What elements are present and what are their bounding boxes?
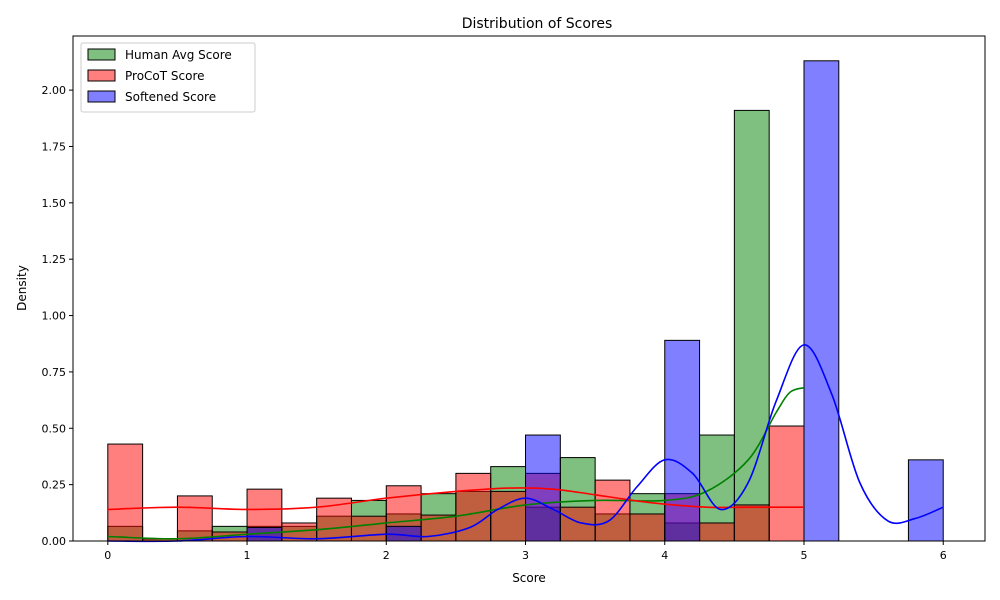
y-tick-label: 0.25 [42, 479, 67, 492]
y-axis-ticks: 0.00 0.25 0.50 0.75 1.00 1.25 1.50 1.75 2.00 [42, 84, 73, 548]
chart-title: Distribution of Scores [462, 16, 613, 32]
histogram-bar [803, 60, 840, 542]
histogram-bar [664, 339, 701, 542]
histogram-bar [629, 513, 666, 542]
legend-swatch [87, 48, 116, 61]
procot-score-kde-line [107, 487, 804, 511]
histogram-bar [768, 425, 805, 542]
x-tick-label: 6 [940, 549, 947, 562]
plot-frame [72, 35, 986, 542]
histogram-bar [699, 522, 735, 542]
legend: Human Avg Score ProCoT Score Softened Scor… [80, 42, 256, 113]
histogram-bar [733, 504, 770, 542]
y-axis-label: Density [15, 265, 29, 311]
x-tick-label: 0 [104, 549, 111, 562]
legend-frame [80, 42, 256, 113]
x-axis-label: Score [512, 571, 546, 585]
histogram-bar [594, 479, 631, 542]
y-tick-label: 1.25 [42, 253, 67, 266]
y-tick-label: 0.75 [42, 366, 67, 379]
histogram-bar [107, 443, 144, 542]
softened-score-kde-line [107, 344, 944, 543]
legend-label: Human Avg Score [125, 48, 232, 62]
y-tick-label: 1.00 [42, 310, 67, 323]
legend-swatch [87, 90, 116, 103]
y-tick-label: 1.50 [42, 197, 67, 210]
histogram-bars [107, 60, 944, 542]
x-tick-label: 1 [244, 549, 251, 562]
y-tick-label: 1.75 [42, 140, 67, 153]
legend-swatch [87, 69, 116, 82]
histogram-bar [907, 459, 944, 542]
x-tick-label: 4 [661, 549, 668, 562]
y-tick-label: 0.00 [42, 535, 67, 548]
histogram-bar [350, 515, 387, 542]
y-tick-label: 0.50 [42, 422, 67, 435]
x-tick-label: 3 [522, 549, 529, 562]
legend-label: ProCoT Score [125, 69, 205, 83]
x-tick-label: 2 [383, 549, 390, 562]
x-tick-label: 5 [800, 549, 807, 562]
kde-curves [107, 344, 944, 543]
legend-label: Softened Score [125, 90, 216, 104]
x-axis-ticks: 0 1 2 3 4 5 6 [104, 541, 947, 562]
histogram-bar [176, 495, 213, 542]
y-tick-label: 2.00 [42, 84, 67, 97]
